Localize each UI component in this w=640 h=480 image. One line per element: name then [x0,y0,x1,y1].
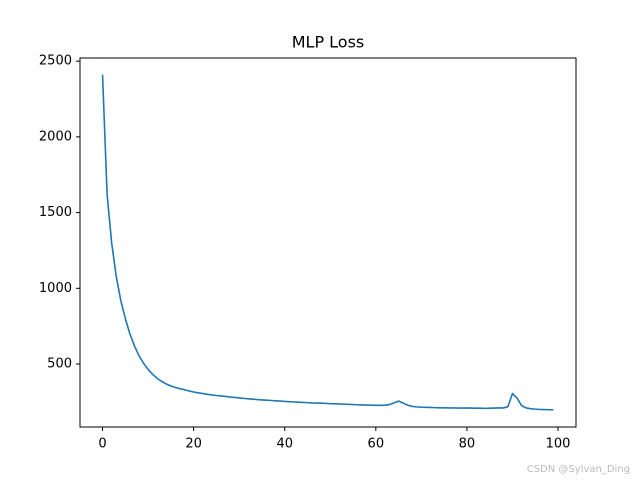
x-tick-label: 60 [368,437,385,452]
y-tick-label: 2000 [39,129,72,144]
x-tick-label: 80 [459,437,476,452]
x-tick-label: 40 [276,437,293,452]
plot-frame [79,57,577,428]
y-tick-label: 1500 [39,205,72,220]
chart-title: MLP Loss [292,33,365,52]
x-tick-label: 20 [185,437,202,452]
x-tick-label: 100 [546,437,571,452]
y-tick-label: 2500 [39,54,72,69]
line [101,74,554,411]
y-tick-label: 500 [47,357,72,372]
watermark: CSDN @Sylvan_Ding [527,464,630,475]
y-tick-label: 1000 [39,281,72,296]
x-tick-label: 0 [98,437,106,452]
